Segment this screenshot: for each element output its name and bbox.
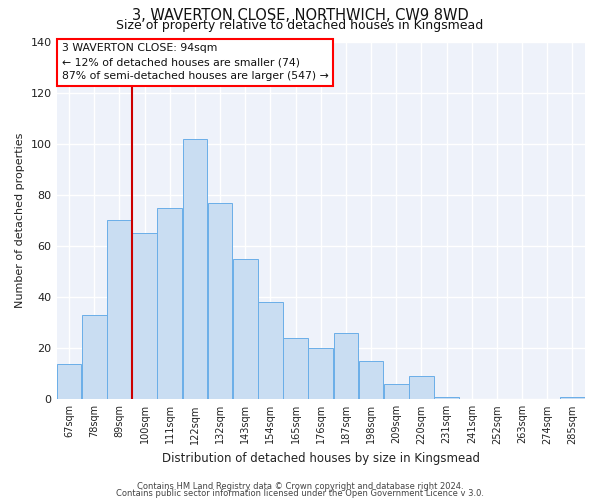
Text: Contains HM Land Registry data © Crown copyright and database right 2024.: Contains HM Land Registry data © Crown c… bbox=[137, 482, 463, 491]
Text: 3 WAVERTON CLOSE: 94sqm
← 12% of detached houses are smaller (74)
87% of semi-de: 3 WAVERTON CLOSE: 94sqm ← 12% of detache… bbox=[62, 44, 329, 82]
Bar bbox=[384, 384, 409, 400]
Bar bbox=[409, 376, 434, 400]
Text: Contains public sector information licensed under the Open Government Licence v : Contains public sector information licen… bbox=[116, 488, 484, 498]
Bar bbox=[208, 202, 232, 400]
Bar bbox=[359, 361, 383, 400]
Bar bbox=[560, 396, 585, 400]
X-axis label: Distribution of detached houses by size in Kingsmead: Distribution of detached houses by size … bbox=[162, 452, 480, 465]
Bar bbox=[132, 233, 157, 400]
Bar bbox=[334, 333, 358, 400]
Bar bbox=[82, 315, 107, 400]
Y-axis label: Number of detached properties: Number of detached properties bbox=[15, 132, 25, 308]
Text: Size of property relative to detached houses in Kingsmead: Size of property relative to detached ho… bbox=[116, 18, 484, 32]
Bar bbox=[157, 208, 182, 400]
Bar bbox=[258, 302, 283, 400]
Bar bbox=[107, 220, 132, 400]
Bar bbox=[233, 258, 257, 400]
Bar bbox=[308, 348, 333, 400]
Bar bbox=[182, 138, 207, 400]
Text: 3, WAVERTON CLOSE, NORTHWICH, CW9 8WD: 3, WAVERTON CLOSE, NORTHWICH, CW9 8WD bbox=[131, 8, 469, 22]
Bar bbox=[283, 338, 308, 400]
Bar bbox=[57, 364, 82, 400]
Bar bbox=[434, 396, 459, 400]
